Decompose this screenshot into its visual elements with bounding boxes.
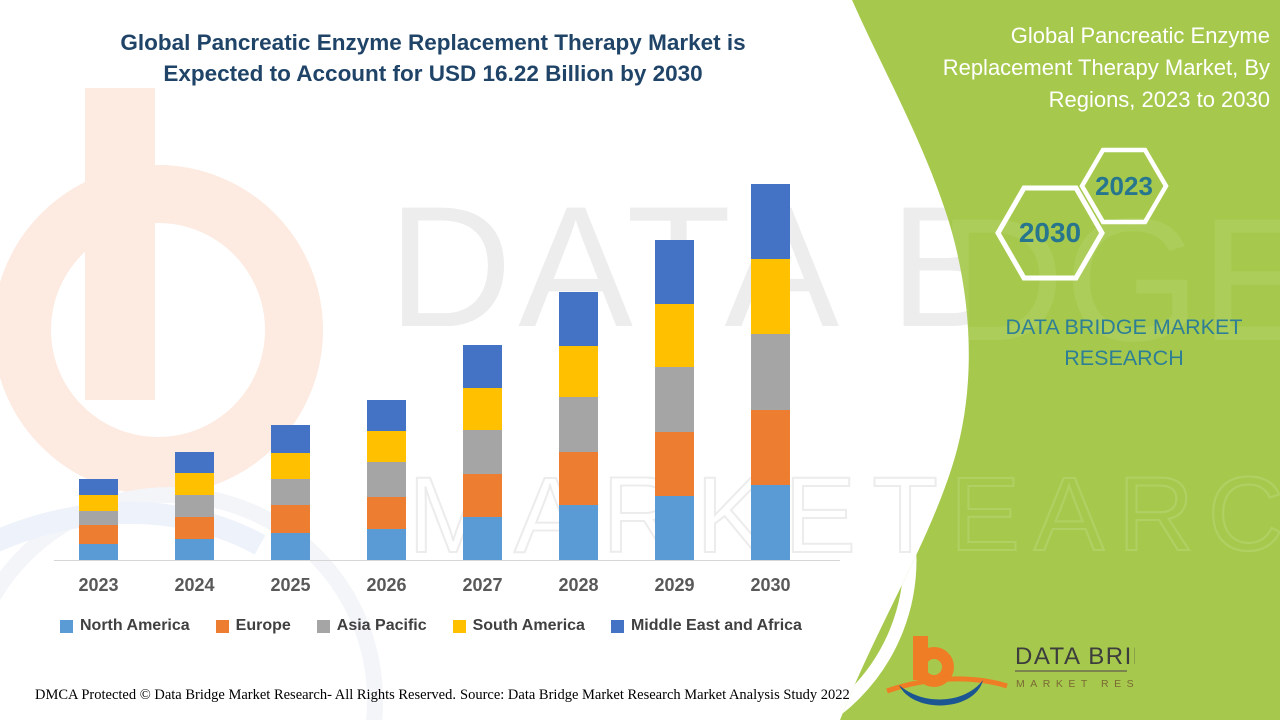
x-axis-label-2024: 2024 bbox=[174, 575, 215, 595]
bar-2023-south-america bbox=[79, 495, 118, 512]
source-note: Source: Data Bridge Market Research Mark… bbox=[460, 687, 850, 703]
hexagon-2023-outline bbox=[1079, 147, 1169, 225]
bar-2027-middle-east-and-africa bbox=[463, 344, 502, 388]
bar-2024-asia-pacific bbox=[175, 494, 214, 518]
legend-item-asia-pacific: Asia Pacific bbox=[316, 617, 427, 635]
legend-item-europe: Europe bbox=[215, 617, 291, 635]
legend-label-south-america: South America bbox=[472, 617, 585, 634]
legend-item-north-america: North America bbox=[60, 617, 190, 635]
bar-2028-middle-east-and-africa bbox=[559, 292, 598, 347]
x-axis-label-2023: 2023 bbox=[78, 575, 119, 595]
bar-2024-south-america bbox=[175, 473, 214, 495]
hexagon-2030-outline bbox=[995, 185, 1105, 281]
bar-2027-europe bbox=[463, 473, 502, 518]
legend-label-asia-pacific: Asia Pacific bbox=[336, 617, 427, 634]
legend-swatch-north-america bbox=[60, 619, 73, 633]
legend-item-middle-east-and-africa: Middle East and Africa bbox=[610, 617, 802, 635]
bar-2029-asia-pacific bbox=[655, 366, 694, 432]
logo-subtitle: MARKET RESEARCH bbox=[1016, 678, 1135, 690]
hexagon-year-2023: 2023 bbox=[1095, 171, 1153, 201]
bar-2027-asia-pacific bbox=[463, 429, 502, 474]
data-bridge-logo: DATA BRIDGE MARKET RESEARCH bbox=[886, 636, 1135, 706]
x-axis-label-2026: 2026 bbox=[366, 575, 407, 595]
bar-2026-asia-pacific bbox=[367, 461, 406, 497]
bar-2025-north-america bbox=[271, 533, 310, 560]
legend-label-middle-east-and-africa: Middle East and Africa bbox=[630, 617, 802, 634]
bar-2023-europe bbox=[79, 524, 118, 544]
bar-2024-middle-east-and-africa bbox=[175, 451, 214, 474]
logo-b-icon bbox=[886, 636, 1008, 706]
hexagon-year-2030: 2030 bbox=[1018, 217, 1082, 248]
bar-2029-south-america bbox=[655, 304, 694, 367]
bar-2023-middle-east-and-africa bbox=[79, 479, 118, 496]
dmca-notice: DMCA Protected © Data Bridge Market Rese… bbox=[35, 687, 456, 703]
bar-2026-north-america bbox=[367, 529, 406, 560]
bar-2024-north-america bbox=[175, 539, 214, 560]
bar-2025-europe bbox=[271, 505, 310, 534]
legend-label-north-america: North America bbox=[80, 617, 190, 634]
legend-swatch-asia-pacific bbox=[316, 619, 330, 633]
bar-2025-asia-pacific bbox=[271, 479, 310, 506]
legend-swatch-middle-east-and-africa bbox=[610, 619, 624, 633]
bar-2029-middle-east-and-africa bbox=[655, 240, 694, 305]
bar-2025-south-america bbox=[271, 452, 310, 480]
bar-2027-north-america bbox=[463, 517, 502, 560]
legend-item-south-america: South America bbox=[452, 617, 585, 635]
bar-2028-south-america bbox=[559, 346, 598, 398]
bar-2030-south-america bbox=[751, 259, 790, 334]
brand-line1: DATA BRIDGE MARKET bbox=[1005, 315, 1243, 339]
bar-2030-north-america bbox=[751, 484, 790, 560]
legend-label-europe: Europe bbox=[235, 617, 291, 634]
brand-line2: RESEARCH bbox=[1064, 346, 1184, 370]
chart-legend: North America Europe Asia Pacific South Ame… bbox=[60, 617, 802, 635]
bar-2030-asia-pacific bbox=[751, 333, 790, 410]
bar-2027-south-america bbox=[463, 387, 502, 430]
legend-swatch-europe bbox=[215, 619, 229, 633]
x-axis-line bbox=[54, 560, 840, 561]
chart-title-line1: Global Pancreatic Enzyme Replacement The… bbox=[120, 30, 746, 55]
x-axis-label-2029: 2029 bbox=[654, 575, 695, 595]
bar-2030-middle-east-and-africa bbox=[751, 184, 790, 260]
chart-title: Global Pancreatic Enzyme Replacement The… bbox=[73, 27, 793, 89]
bar-2026-south-america bbox=[367, 431, 406, 462]
chart-title-line2: Expected to Account for USD 16.22 Billio… bbox=[163, 61, 703, 86]
bar-2030-europe bbox=[751, 409, 790, 485]
svg-text:EARCH: EARCH bbox=[950, 456, 1280, 573]
bar-2028-europe bbox=[559, 451, 598, 505]
bar-2025-middle-east-and-africa bbox=[271, 425, 310, 453]
side-panel-heading: Global Pancreatic Enzyme Replacement The… bbox=[942, 23, 1270, 112]
bar-2026-europe bbox=[367, 496, 406, 530]
legend-swatch-south-america bbox=[452, 619, 466, 633]
x-axis-label-2025: 2025 bbox=[270, 575, 311, 595]
bar-2028-north-america bbox=[559, 504, 598, 560]
brand-name-text: DATA BRIDGE MARKET RESEARCH bbox=[974, 312, 1274, 374]
bar-2023-north-america bbox=[79, 544, 118, 560]
bar-2023-asia-pacific bbox=[79, 511, 118, 525]
x-axis-label-2030: 2030 bbox=[750, 575, 791, 595]
bar-2024-europe bbox=[175, 517, 214, 540]
bar-2029-north-america bbox=[655, 495, 694, 560]
x-axis-label-2027: 2027 bbox=[462, 575, 503, 595]
x-axis-label-2028: 2028 bbox=[558, 575, 599, 595]
bar-2028-asia-pacific bbox=[559, 397, 598, 452]
bar-2029-europe bbox=[655, 431, 694, 496]
bar-2026-middle-east-and-africa bbox=[367, 400, 406, 432]
svg-text:DGE: DGE bbox=[938, 183, 1280, 378]
logo-wordmark: DATA BRIDGE bbox=[1015, 643, 1135, 670]
